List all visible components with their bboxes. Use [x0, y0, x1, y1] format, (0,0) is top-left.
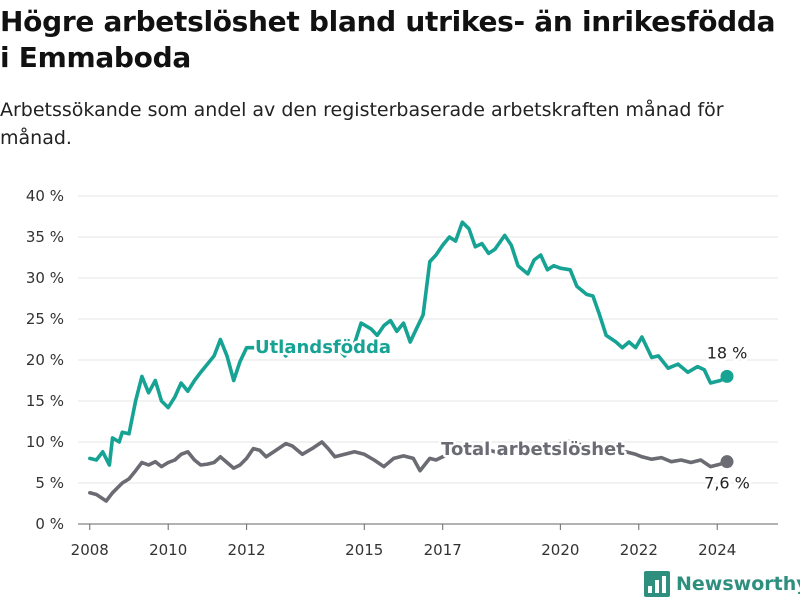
x-axis: 2008 2010 2012 2015 2017 2020 2022 2024 — [71, 523, 778, 559]
page-title: Högre arbetslöshet bland utrikes- än inr… — [0, 5, 776, 74]
series-line-0 — [88, 220, 729, 467]
x-tick-label: 2017 — [424, 541, 462, 559]
y-tick-label: 20 % — [26, 351, 64, 369]
y-tick-label: 25 % — [26, 310, 64, 328]
x-tick-label: 2015 — [345, 541, 383, 559]
newsworthy-logo: Newsworthy — [644, 569, 800, 599]
series-line-1 — [88, 438, 729, 503]
series-name-label: Utlandsfödda — [255, 337, 391, 358]
x-tick-label: 2008 — [71, 541, 109, 559]
grid-lines — [78, 195, 778, 525]
y-tick-label: 30 % — [26, 269, 64, 287]
series-labels: Utlandsfödda Total arbetslöshet 18 % 7,6 % — [252, 335, 752, 496]
brand-name: Newsworthy — [676, 573, 800, 595]
y-tick-label: 15 % — [26, 392, 64, 410]
y-tick-label: 35 % — [26, 228, 64, 246]
y-tick-label: 10 % — [26, 433, 64, 451]
end-value-label: 7,6 % — [704, 474, 750, 493]
y-tick-label: 0 % — [35, 515, 64, 533]
page-subtitle: Arbetssökande som andel av den registerb… — [0, 99, 724, 149]
bar-chart-logo-icon — [644, 571, 670, 597]
series-end-point-0 — [720, 369, 734, 383]
series-name-label: Total arbetslöshet — [441, 439, 625, 460]
y-axis-tick-labels: 0 % 5 % 10 % 15 % 20 % 25 % 30 % 35 % 40 % — [26, 187, 64, 533]
x-tick-label: 2020 — [541, 541, 579, 559]
y-tick-label: 5 % — [35, 474, 64, 492]
x-tick-label: 2012 — [228, 541, 266, 559]
series-lines — [88, 220, 734, 503]
x-tick-label: 2010 — [149, 541, 187, 559]
end-value-label: 18 % — [707, 343, 748, 362]
x-tick-label: 2022 — [620, 541, 658, 559]
series-end-point-1 — [720, 455, 734, 469]
x-tick-label: 2024 — [698, 541, 736, 559]
y-tick-label: 40 % — [26, 187, 64, 205]
